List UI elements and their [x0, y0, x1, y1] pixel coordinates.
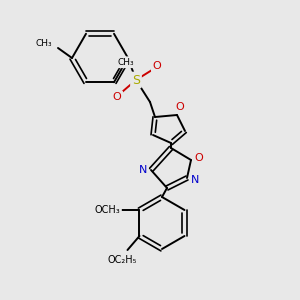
Text: O: O — [195, 153, 203, 163]
Text: O: O — [153, 61, 161, 71]
Text: O: O — [112, 92, 122, 102]
Text: N: N — [139, 165, 147, 175]
Text: OC₂H₅: OC₂H₅ — [108, 255, 137, 265]
Text: S: S — [132, 74, 140, 86]
Text: CH₃: CH₃ — [36, 38, 52, 47]
Text: OCH₃: OCH₃ — [94, 205, 120, 215]
Text: CH₃: CH₃ — [118, 58, 134, 67]
Text: O: O — [176, 102, 184, 112]
Text: N: N — [191, 175, 199, 185]
